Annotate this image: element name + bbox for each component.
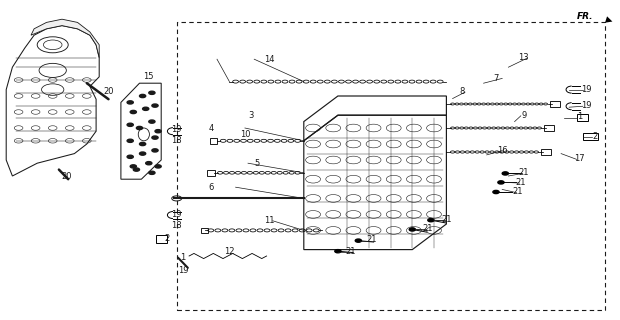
Circle shape (140, 94, 146, 98)
Bar (201, 228, 208, 233)
Circle shape (127, 155, 133, 158)
Text: 19: 19 (172, 210, 182, 219)
Text: FR.: FR. (577, 12, 593, 20)
Circle shape (152, 136, 158, 139)
Text: 18: 18 (171, 221, 182, 230)
Circle shape (130, 165, 136, 168)
Text: 19: 19 (581, 85, 591, 94)
Text: 19: 19 (581, 101, 591, 110)
Circle shape (155, 130, 161, 133)
Text: 2: 2 (165, 234, 170, 243)
Text: 21: 21 (423, 224, 433, 233)
Circle shape (155, 165, 161, 168)
Text: 9: 9 (521, 111, 526, 120)
Circle shape (152, 149, 158, 152)
Text: 21: 21 (441, 215, 451, 224)
Text: 16: 16 (497, 146, 508, 155)
Circle shape (493, 190, 499, 194)
Circle shape (149, 91, 155, 94)
Circle shape (127, 123, 133, 126)
Text: 6: 6 (208, 183, 213, 192)
Circle shape (140, 142, 146, 146)
Text: 18: 18 (171, 136, 182, 145)
Circle shape (355, 239, 361, 242)
Text: 20: 20 (104, 87, 113, 96)
Text: 21: 21 (513, 188, 523, 196)
Circle shape (140, 152, 146, 155)
Circle shape (428, 219, 434, 222)
Text: 2: 2 (593, 132, 598, 140)
Text: 14: 14 (265, 55, 275, 64)
Text: 21: 21 (519, 168, 529, 177)
Text: 20: 20 (62, 172, 72, 180)
Text: 19: 19 (178, 266, 188, 275)
Polygon shape (31, 19, 99, 58)
Text: 5: 5 (255, 159, 260, 168)
Text: 15: 15 (144, 72, 154, 81)
Text: 19: 19 (172, 125, 182, 134)
Text: 13: 13 (518, 53, 529, 62)
Text: 3: 3 (249, 111, 254, 120)
Circle shape (502, 172, 508, 175)
Text: 21: 21 (367, 236, 377, 244)
Circle shape (146, 162, 152, 165)
Circle shape (143, 107, 149, 110)
Text: 17: 17 (574, 154, 585, 163)
Bar (583, 133, 598, 140)
Bar (210, 138, 217, 144)
Circle shape (149, 120, 155, 123)
Circle shape (498, 181, 504, 184)
Text: 21: 21 (516, 178, 526, 187)
Circle shape (136, 126, 143, 130)
Circle shape (335, 250, 341, 253)
Circle shape (130, 110, 136, 114)
Text: 8: 8 (459, 87, 464, 96)
Circle shape (127, 139, 133, 142)
Text: 21: 21 (345, 247, 355, 256)
Text: 1: 1 (180, 253, 185, 262)
Circle shape (409, 228, 415, 231)
Bar (177, 22, 604, 310)
Bar (541, 149, 551, 155)
Text: 4: 4 (208, 124, 213, 132)
Text: 7: 7 (494, 74, 498, 83)
Bar (207, 170, 215, 176)
Bar (550, 101, 560, 107)
Text: 11: 11 (265, 216, 275, 225)
Circle shape (152, 104, 158, 107)
Text: 12: 12 (224, 247, 234, 256)
Circle shape (127, 101, 133, 104)
Text: 10: 10 (240, 130, 250, 139)
Bar (544, 125, 554, 131)
Circle shape (149, 171, 155, 174)
Text: 1: 1 (577, 112, 582, 121)
Circle shape (133, 168, 140, 171)
